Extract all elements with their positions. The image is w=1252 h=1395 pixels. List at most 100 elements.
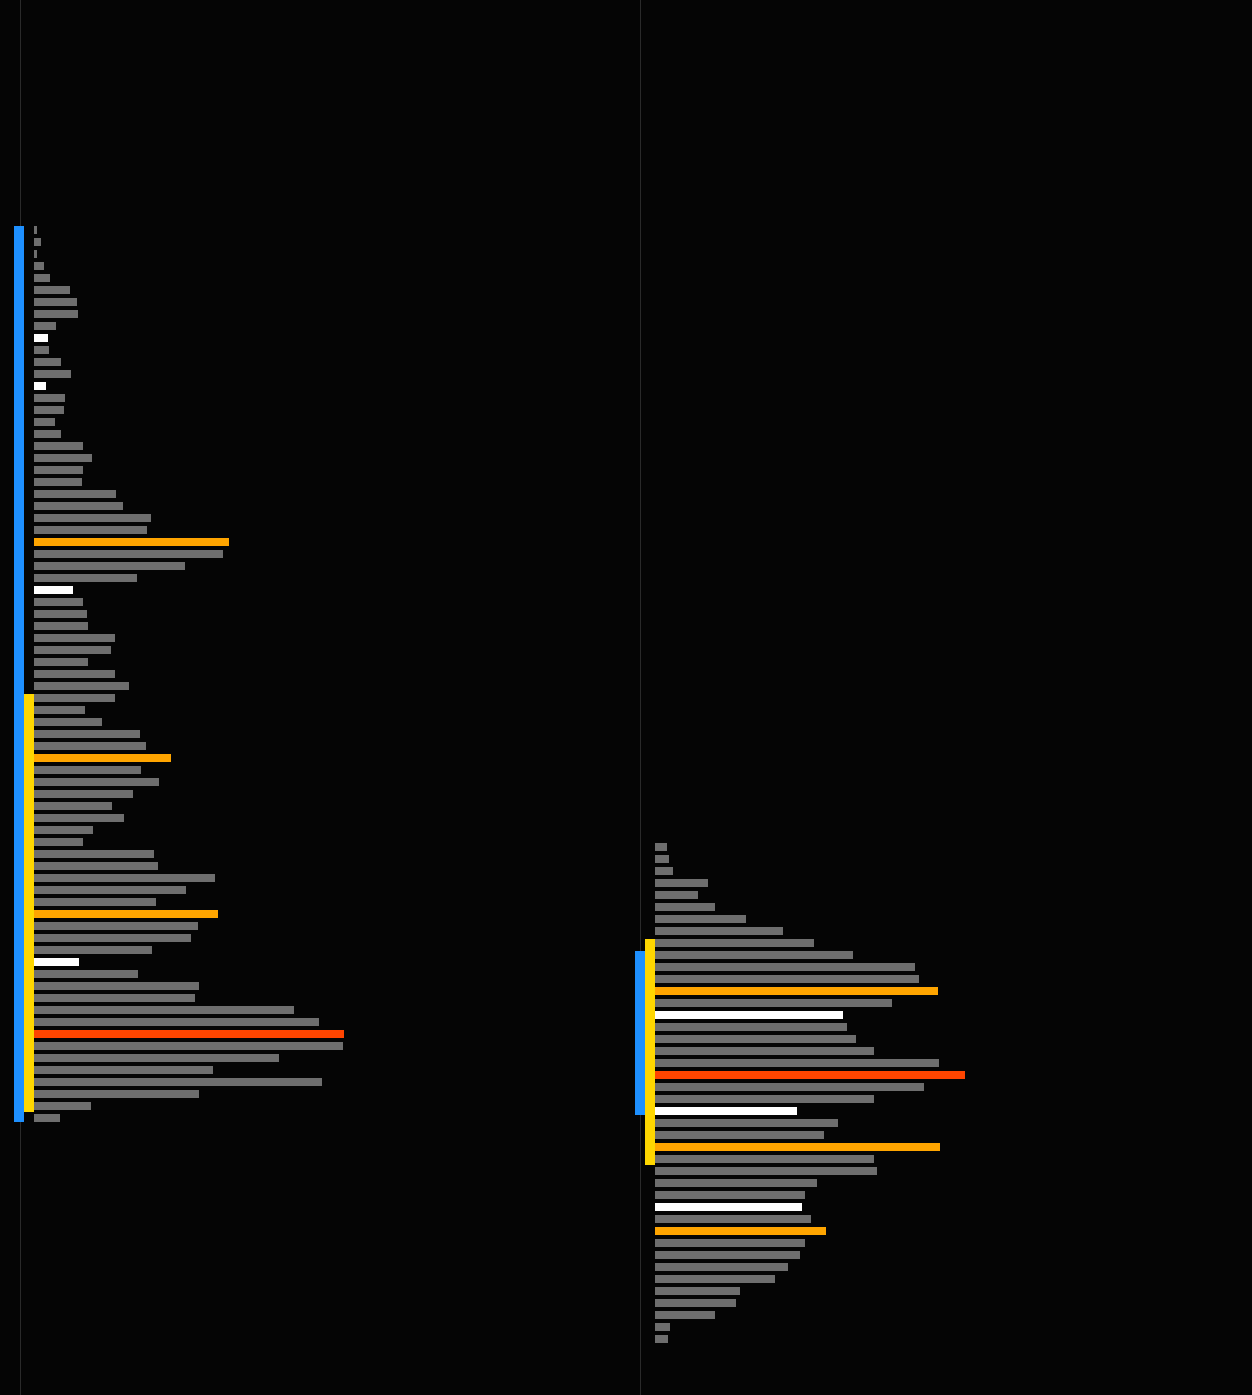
volume-bar	[655, 1023, 847, 1031]
volume-bar	[655, 951, 853, 959]
volume-bar	[34, 358, 61, 366]
node-bar	[34, 538, 229, 546]
volume-bar	[34, 1006, 294, 1014]
volume-bar	[34, 694, 115, 702]
volume-bar	[655, 1059, 939, 1067]
volume-bar	[655, 915, 746, 923]
volume-bar	[34, 562, 185, 570]
volume-bar	[34, 298, 77, 306]
volume-bar	[34, 262, 44, 270]
highlight-bar	[34, 586, 73, 594]
volume-bar	[34, 406, 64, 414]
volume-bar	[34, 394, 65, 402]
volume-bar	[655, 1275, 775, 1283]
volume-bar	[34, 982, 199, 990]
volume-bar	[655, 1215, 811, 1223]
volume-bar	[34, 1018, 319, 1026]
volume-bar	[34, 1054, 279, 1062]
volume-bar	[34, 730, 140, 738]
session-range-stripe-2	[635, 951, 645, 1115]
volume-bar	[655, 843, 667, 851]
volume-bar	[34, 1066, 213, 1074]
volume-bar	[34, 682, 129, 690]
highlight-bar	[655, 1203, 802, 1211]
poc-bar	[655, 1071, 965, 1079]
highlight-bar	[34, 334, 48, 342]
volume-bar	[34, 634, 115, 642]
volume-bar	[34, 286, 70, 294]
volume-bar	[34, 994, 195, 1002]
volume-bar	[34, 742, 146, 750]
node-bar	[655, 987, 938, 995]
volume-bar	[34, 550, 223, 558]
volume-bar	[655, 867, 673, 875]
volume-bar	[34, 898, 156, 906]
highlight-bar	[34, 958, 79, 966]
volume-bar	[34, 826, 93, 834]
volume-bar	[34, 226, 37, 234]
volume-bar	[34, 850, 154, 858]
volume-bar	[34, 514, 151, 522]
volume-bar	[34, 502, 123, 510]
volume-bar	[655, 1119, 838, 1127]
volume-bar	[655, 1335, 668, 1343]
volume-bar	[34, 790, 133, 798]
volume-bar	[34, 574, 137, 582]
volume-bar	[34, 874, 215, 882]
volume-bar	[34, 430, 61, 438]
volume-bar	[655, 927, 783, 935]
volume-bar	[34, 646, 111, 654]
volume-bar	[655, 999, 892, 1007]
volume-bar	[655, 891, 698, 899]
node-bar	[34, 754, 171, 762]
volume-bar	[655, 1083, 924, 1091]
volume-bar	[655, 1251, 800, 1259]
value-area-stripe-2	[645, 939, 655, 1165]
volume-bar	[655, 1299, 736, 1307]
volume-bar	[34, 346, 49, 354]
poc-bar	[34, 1030, 344, 1038]
volume-bar	[655, 1047, 874, 1055]
volume-bar	[34, 778, 159, 786]
value-area-stripe-1	[24, 694, 34, 1112]
volume-bar	[34, 250, 37, 258]
session-range-stripe-1	[14, 226, 24, 1122]
volume-bar	[34, 886, 186, 894]
volume-bar	[655, 1263, 788, 1271]
volume-bar	[34, 802, 112, 810]
highlight-bar	[655, 1107, 797, 1115]
volume-bar	[34, 610, 87, 618]
volume-bar	[655, 903, 715, 911]
volume-bar	[34, 1090, 199, 1098]
volume-bar	[34, 442, 83, 450]
volume-bar	[34, 814, 124, 822]
node-bar	[655, 1227, 826, 1235]
volume-bar	[655, 1035, 856, 1043]
volume-bar	[34, 274, 50, 282]
volume-bar	[655, 1323, 670, 1331]
volume-bar	[34, 454, 92, 462]
volume-bar	[34, 670, 115, 678]
volume-bar	[34, 466, 83, 474]
volume-bar	[655, 855, 669, 863]
volume-bar	[34, 370, 71, 378]
volume-bar	[655, 1155, 874, 1163]
volume-bar	[34, 238, 41, 246]
volume-bar	[655, 1095, 874, 1103]
volume-bar	[655, 1287, 740, 1295]
volume-bar	[34, 1078, 322, 1086]
volume-bar	[655, 879, 708, 887]
volume-bar	[34, 526, 147, 534]
volume-bar	[655, 963, 915, 971]
volume-bar	[655, 1311, 715, 1319]
volume-bar	[34, 838, 83, 846]
highlight-bar	[655, 1011, 843, 1019]
volume-bar	[34, 322, 56, 330]
volume-bar	[34, 718, 102, 726]
volume-bar	[34, 1114, 60, 1122]
volume-bar	[34, 706, 85, 714]
volume-bar	[34, 478, 82, 486]
volume-bar	[34, 862, 158, 870]
